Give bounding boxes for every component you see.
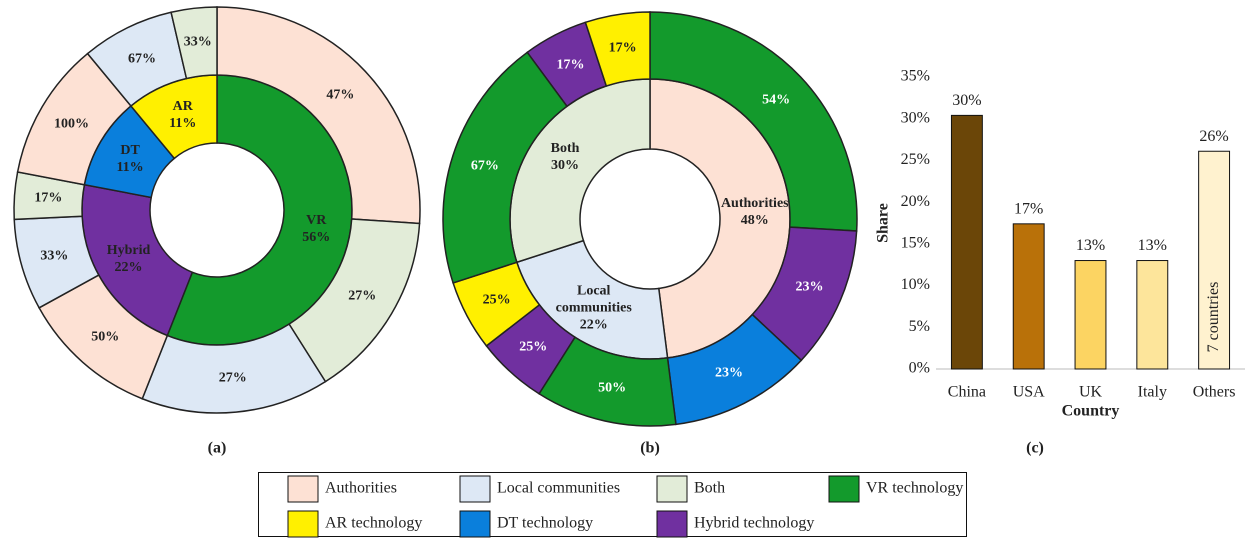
y-tick-label: 5% xyxy=(909,318,930,335)
y-tick-label: 10% xyxy=(901,276,930,293)
legend-swatch xyxy=(828,475,860,503)
segment-name: AR xyxy=(172,98,193,114)
inner-label: AR 11% xyxy=(169,98,196,132)
legend-label: Authorities xyxy=(325,480,397,497)
x-tick-label: USA xyxy=(1013,384,1045,401)
segment-value: 11% xyxy=(169,115,197,131)
outer-label: 33% xyxy=(40,248,69,264)
y-tick-label: 20% xyxy=(901,193,930,210)
outer-label: 67% xyxy=(470,158,499,174)
legend-swatch xyxy=(656,475,688,503)
segment-name: Both xyxy=(550,141,580,157)
value-label: 13% xyxy=(1138,237,1167,254)
legend-label: DT technology xyxy=(497,515,593,532)
outer-label: 50% xyxy=(91,329,120,345)
x-axis-title: Country xyxy=(1062,403,1120,420)
segment-name: Authorities xyxy=(720,196,789,212)
legend-swatch xyxy=(287,510,319,538)
outer-label: 17% xyxy=(34,190,63,206)
legend-label: VR technology xyxy=(866,480,963,497)
outer-label: 23% xyxy=(795,279,824,295)
inner-label: Both 30% xyxy=(551,140,580,174)
outer-label: 50% xyxy=(598,380,627,396)
outer-label: 33% xyxy=(183,34,212,50)
bar-note: 7 countries xyxy=(1205,282,1222,353)
legend-label: Both xyxy=(694,480,725,497)
bar xyxy=(1198,150,1231,370)
segment-value: 48% xyxy=(740,213,769,229)
x-tick-label: UK xyxy=(1079,384,1103,401)
segment-value: 56% xyxy=(302,229,331,245)
inner-label: DT 11% xyxy=(116,142,143,176)
legend-swatch xyxy=(287,475,319,503)
outer-label: 27% xyxy=(218,370,247,386)
outer-label: 67% xyxy=(128,51,157,67)
value-label: 13% xyxy=(1076,237,1105,254)
inner-label: Authorities 48% xyxy=(721,195,789,229)
segment-value: 22% xyxy=(114,259,143,275)
y-tick-label: 0% xyxy=(909,360,930,377)
segment-value: 11% xyxy=(116,159,144,175)
y-tick-label: 25% xyxy=(901,151,930,168)
caption: (a) xyxy=(208,440,227,457)
legend-swatch xyxy=(459,475,491,503)
outer-label: 100% xyxy=(54,116,90,132)
legend-label: Local communities xyxy=(497,480,620,497)
outer-label: 27% xyxy=(348,288,377,304)
outer-segment xyxy=(170,6,218,80)
inner-label: VR 56% xyxy=(302,212,330,246)
caption: (c) xyxy=(1026,440,1044,457)
outer-segment xyxy=(649,11,858,232)
segment-name: DT xyxy=(120,142,140,158)
segment-value: 22% xyxy=(579,317,608,333)
segment-value: 30% xyxy=(551,158,580,174)
value-label: 26% xyxy=(1199,128,1228,145)
inner-label: Hybrid 22% xyxy=(107,242,151,276)
inner-label: Local communities 22% xyxy=(549,282,639,333)
outer-label: 17% xyxy=(608,40,637,56)
outer-label: 25% xyxy=(519,339,548,355)
x-tick-label: China xyxy=(948,384,986,401)
bar xyxy=(1136,260,1169,370)
y-tick-label: 35% xyxy=(901,68,930,85)
legend-swatch xyxy=(459,510,491,538)
outer-label: 25% xyxy=(482,292,511,308)
outer-label: 23% xyxy=(714,365,743,381)
legend-swatch xyxy=(656,510,688,538)
outer-segment xyxy=(584,11,651,87)
bar xyxy=(1074,260,1107,370)
bar xyxy=(950,114,983,370)
outer-label: 54% xyxy=(762,92,791,108)
y-tick-label: 15% xyxy=(901,235,930,252)
x-tick-label: Others xyxy=(1193,384,1236,401)
value-label: 17% xyxy=(1014,201,1043,218)
legend-label: Hybrid technology xyxy=(694,515,814,532)
outer-label: 47% xyxy=(326,87,355,103)
x-tick-label: Italy xyxy=(1138,384,1167,401)
caption: (b) xyxy=(640,440,660,457)
y-axis-title: Share xyxy=(875,203,892,243)
segment-name: Hybrid xyxy=(106,242,151,258)
segment-name: VR xyxy=(306,212,327,228)
outer-segment xyxy=(216,6,421,225)
outer-label: 17% xyxy=(556,57,585,73)
segment-name: Local communities xyxy=(555,283,632,316)
y-tick-label: 30% xyxy=(901,109,930,126)
value-label: 30% xyxy=(952,92,981,109)
bar xyxy=(1012,223,1045,370)
legend-label: AR technology xyxy=(325,515,422,532)
